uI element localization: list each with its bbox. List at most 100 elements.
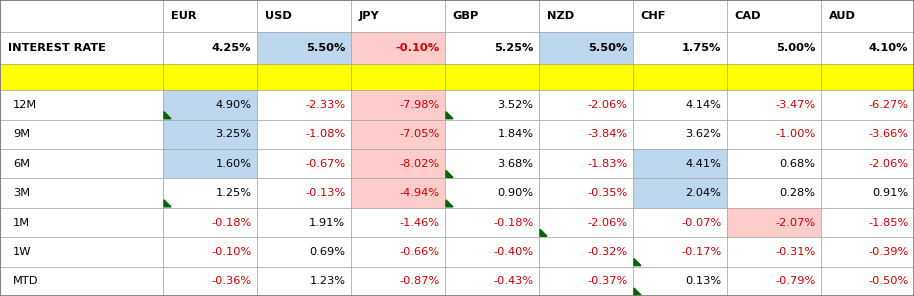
- Text: -0.40%: -0.40%: [494, 247, 534, 257]
- Bar: [821, 90, 914, 120]
- Polygon shape: [164, 112, 171, 119]
- Bar: [257, 0, 351, 32]
- Bar: [633, 64, 727, 90]
- Bar: [727, 208, 821, 237]
- Text: -6.27%: -6.27%: [868, 100, 909, 110]
- Bar: [445, 120, 539, 149]
- Text: -0.13%: -0.13%: [305, 188, 345, 198]
- Text: EUR: EUR: [171, 11, 196, 21]
- Text: -0.10%: -0.10%: [211, 247, 251, 257]
- Bar: [0, 0, 163, 32]
- Bar: [727, 237, 821, 267]
- Text: -0.36%: -0.36%: [211, 276, 251, 286]
- Text: -1.83%: -1.83%: [587, 159, 627, 169]
- Bar: [163, 237, 257, 267]
- Bar: [351, 64, 445, 90]
- Text: 0.91%: 0.91%: [872, 188, 909, 198]
- Text: 1.60%: 1.60%: [216, 159, 251, 169]
- Bar: [163, 0, 257, 32]
- Bar: [633, 90, 727, 120]
- Bar: [727, 267, 821, 296]
- Text: -0.79%: -0.79%: [775, 276, 815, 286]
- Bar: [351, 208, 445, 237]
- Bar: [539, 32, 633, 64]
- Bar: [821, 0, 914, 32]
- Text: 5.50%: 5.50%: [306, 43, 345, 53]
- Text: -4.94%: -4.94%: [399, 188, 440, 198]
- Text: 5.25%: 5.25%: [494, 43, 534, 53]
- Text: -7.98%: -7.98%: [399, 100, 440, 110]
- Text: 6M: 6M: [13, 159, 30, 169]
- Text: -0.35%: -0.35%: [587, 188, 627, 198]
- Bar: [821, 267, 914, 296]
- Bar: [821, 208, 914, 237]
- Polygon shape: [446, 200, 453, 207]
- Bar: [539, 64, 633, 90]
- Text: 9M: 9M: [13, 129, 30, 139]
- Text: MTD: MTD: [13, 276, 38, 286]
- Text: CAD: CAD: [735, 11, 761, 21]
- Text: -1.00%: -1.00%: [775, 129, 815, 139]
- Bar: [633, 208, 727, 237]
- Polygon shape: [164, 200, 171, 207]
- Text: JPY: JPY: [358, 11, 379, 21]
- Text: USD: USD: [264, 11, 292, 21]
- Bar: [445, 178, 539, 208]
- Bar: [0, 120, 163, 149]
- Bar: [727, 178, 821, 208]
- Bar: [727, 64, 821, 90]
- Text: NZD: NZD: [547, 11, 574, 21]
- Bar: [351, 120, 445, 149]
- Bar: [163, 64, 257, 90]
- Text: 0.69%: 0.69%: [309, 247, 345, 257]
- Text: -3.47%: -3.47%: [775, 100, 815, 110]
- Polygon shape: [540, 229, 547, 236]
- Text: GBP: GBP: [452, 11, 479, 21]
- Bar: [163, 267, 257, 296]
- Bar: [0, 90, 163, 120]
- Bar: [351, 267, 445, 296]
- Bar: [351, 0, 445, 32]
- Bar: [539, 120, 633, 149]
- Bar: [0, 208, 163, 237]
- Bar: [633, 267, 727, 296]
- Bar: [257, 149, 351, 178]
- Bar: [257, 64, 351, 90]
- Polygon shape: [634, 288, 641, 295]
- Polygon shape: [634, 259, 641, 266]
- Text: -2.06%: -2.06%: [588, 100, 627, 110]
- Bar: [539, 0, 633, 32]
- Bar: [163, 178, 257, 208]
- Text: 0.28%: 0.28%: [780, 188, 815, 198]
- Bar: [163, 120, 257, 149]
- Text: 1.25%: 1.25%: [216, 188, 251, 198]
- Bar: [351, 178, 445, 208]
- Bar: [163, 90, 257, 120]
- Text: 1M: 1M: [13, 218, 30, 228]
- Text: 4.25%: 4.25%: [212, 43, 251, 53]
- Text: 3.62%: 3.62%: [686, 129, 721, 139]
- Bar: [257, 32, 351, 64]
- Bar: [539, 149, 633, 178]
- Bar: [445, 32, 539, 64]
- Text: 3M: 3M: [13, 188, 30, 198]
- Polygon shape: [446, 112, 453, 119]
- Bar: [633, 237, 727, 267]
- Text: -0.18%: -0.18%: [211, 218, 251, 228]
- Text: -0.10%: -0.10%: [395, 43, 440, 53]
- Bar: [257, 120, 351, 149]
- Text: -1.85%: -1.85%: [868, 218, 909, 228]
- Text: INTEREST RATE: INTEREST RATE: [8, 43, 106, 53]
- Text: -0.43%: -0.43%: [494, 276, 534, 286]
- Bar: [821, 64, 914, 90]
- Bar: [539, 178, 633, 208]
- Text: 0.13%: 0.13%: [686, 276, 721, 286]
- Bar: [727, 120, 821, 149]
- Text: -0.39%: -0.39%: [868, 247, 909, 257]
- Bar: [821, 32, 914, 64]
- Bar: [633, 178, 727, 208]
- Bar: [727, 149, 821, 178]
- Text: -0.37%: -0.37%: [587, 276, 627, 286]
- Bar: [351, 237, 445, 267]
- Bar: [821, 237, 914, 267]
